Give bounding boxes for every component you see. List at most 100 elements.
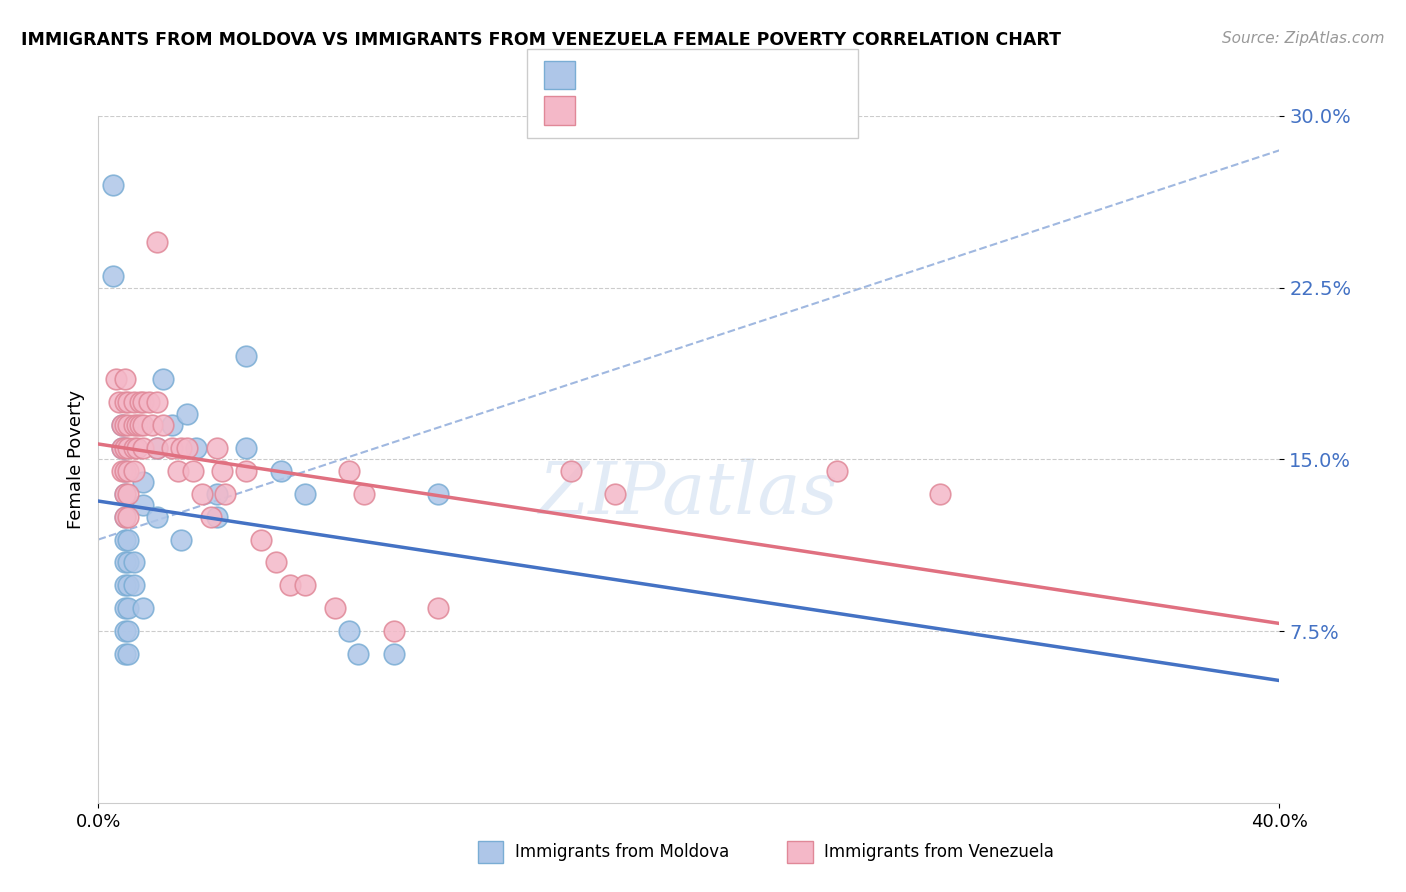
Point [114, 372, 136, 386]
Text: 42: 42 [754, 65, 780, 85]
Point [323, 601, 346, 615]
Text: IMMIGRANTS FROM MOLDOVA VS IMMIGRANTS FROM VENEZUELA FEMALE POVERTY CORRELATION : IMMIGRANTS FROM MOLDOVA VS IMMIGRANTS FR… [21, 31, 1062, 49]
Point [114, 647, 136, 661]
Point [181, 464, 204, 478]
Point [111, 441, 134, 455]
Point [560, 464, 582, 478]
Text: N =: N = [709, 101, 765, 120]
Point [191, 487, 214, 501]
Point [122, 417, 145, 433]
Point [280, 578, 302, 592]
Text: 59: 59 [761, 101, 787, 120]
Point [146, 395, 169, 409]
Text: Immigrants from Moldova: Immigrants from Moldova [515, 843, 728, 861]
Point [170, 441, 193, 455]
Point [117, 647, 139, 661]
Point [117, 395, 139, 409]
Point [117, 555, 139, 570]
Point [205, 487, 228, 501]
Point [132, 498, 155, 512]
Point [152, 372, 174, 386]
Point [132, 475, 155, 490]
Point [114, 464, 136, 478]
Point [294, 578, 316, 592]
Point [205, 509, 228, 524]
Point [605, 487, 627, 501]
Text: 0.146: 0.146 [631, 65, 700, 85]
Point [122, 555, 145, 570]
Point [117, 601, 139, 615]
Point [114, 487, 136, 501]
Point [114, 509, 136, 524]
Point [117, 441, 139, 455]
Point [114, 555, 136, 570]
Point [114, 441, 136, 455]
Point [111, 464, 134, 478]
Point [103, 269, 125, 284]
Point [339, 624, 361, 639]
Point [146, 509, 169, 524]
Point [103, 178, 125, 192]
Point [125, 417, 148, 433]
Point [117, 533, 139, 547]
Point [128, 395, 150, 409]
Point [122, 464, 145, 478]
Point [114, 464, 136, 478]
Point [162, 417, 183, 433]
Point [111, 441, 134, 455]
Point [114, 509, 136, 524]
Point [117, 578, 139, 592]
Point [250, 533, 273, 547]
Point [214, 487, 236, 501]
Point [146, 441, 169, 455]
Point [339, 464, 361, 478]
Point [146, 235, 169, 249]
Point [128, 417, 150, 433]
Point [929, 487, 952, 501]
Text: R =: R = [589, 65, 631, 85]
Point [122, 578, 145, 592]
Point [114, 487, 136, 501]
Point [235, 441, 257, 455]
Point [176, 407, 198, 421]
Point [294, 487, 316, 501]
Point [114, 578, 136, 592]
Point [270, 464, 292, 478]
Point [382, 647, 405, 661]
Point [132, 601, 155, 615]
Point [167, 464, 190, 478]
Point [825, 464, 848, 478]
Point [427, 487, 450, 501]
Point [235, 464, 257, 478]
Point [200, 509, 222, 524]
Text: Immigrants from Venezuela: Immigrants from Venezuela [824, 843, 1053, 861]
Text: R =: R = [589, 101, 631, 120]
Point [141, 417, 163, 433]
Text: -0.208: -0.208 [631, 101, 700, 120]
Point [146, 441, 169, 455]
Text: Source: ZipAtlas.com: Source: ZipAtlas.com [1222, 31, 1385, 46]
Point [108, 395, 131, 409]
Point [152, 417, 174, 433]
Point [235, 350, 257, 364]
Point [132, 441, 155, 455]
Point [138, 395, 160, 409]
Point [122, 395, 145, 409]
Point [427, 601, 450, 615]
Point [111, 417, 134, 433]
Point [114, 533, 136, 547]
Text: ZIPatlas: ZIPatlas [538, 458, 839, 529]
Point [125, 441, 148, 455]
Point [353, 487, 375, 501]
Point [132, 417, 155, 433]
Point [117, 417, 139, 433]
Point [132, 395, 155, 409]
Text: N =: N = [702, 65, 758, 85]
Y-axis label: Female Poverty: Female Poverty [66, 390, 84, 529]
Point [162, 441, 183, 455]
Point [211, 464, 233, 478]
Point [114, 417, 136, 433]
Point [122, 441, 145, 455]
Point [111, 417, 134, 433]
Point [117, 464, 139, 478]
